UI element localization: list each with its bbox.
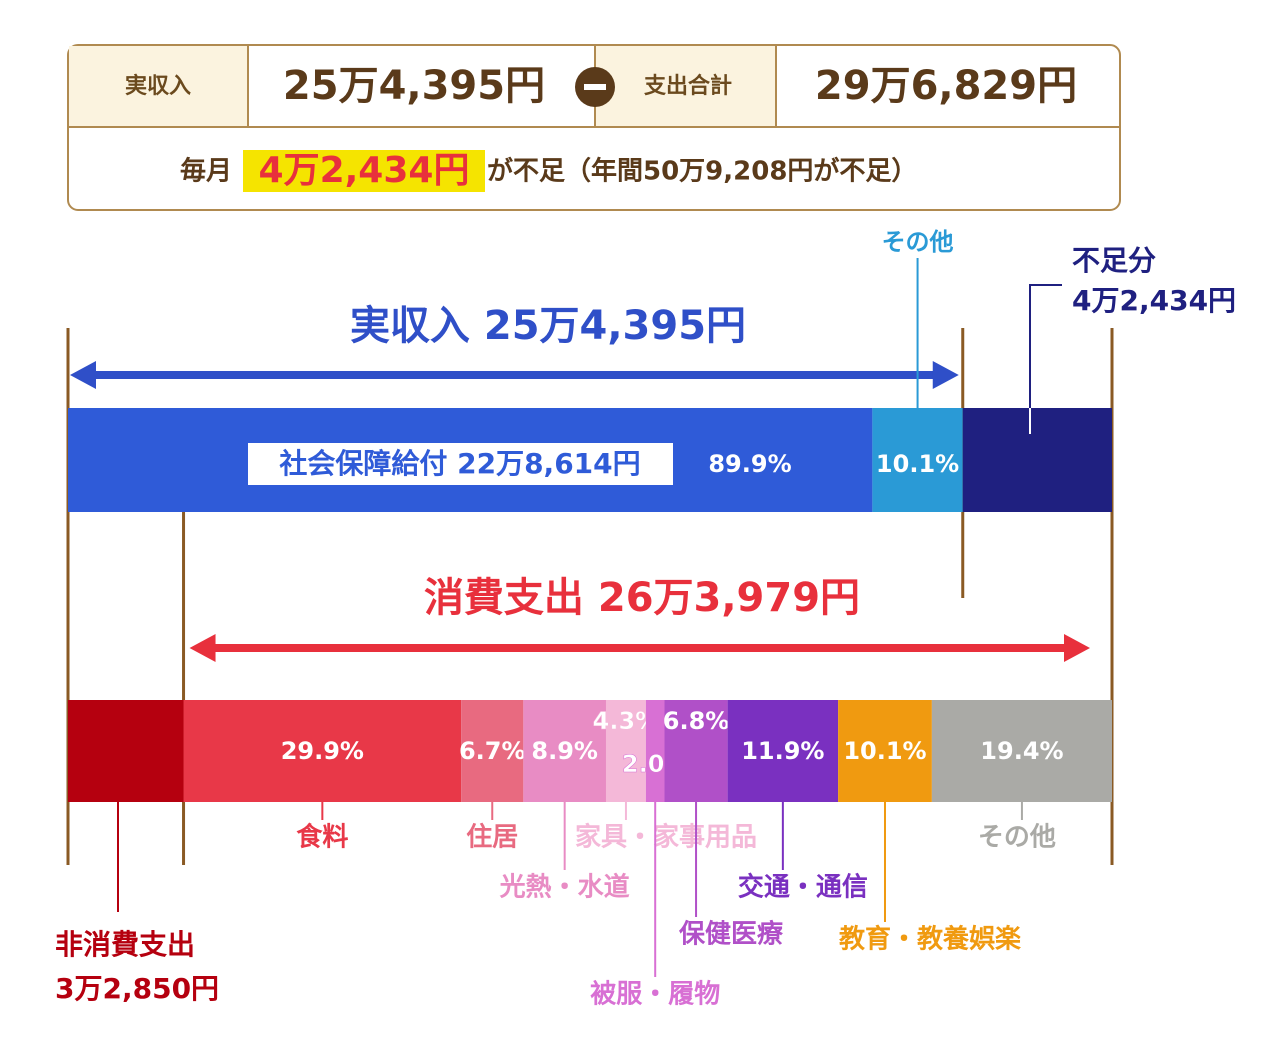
non-consumption-amount: 3万2,850円 [55,972,219,1005]
deficit-suffix: が不足（年間50万9,208円が不足） [487,156,917,187]
income-label: 実収入 [125,73,191,99]
arrow-head [1064,634,1090,662]
segment-label: 社会保障給付 22万8,614円 [279,447,640,480]
label-box [248,443,673,485]
income-title: 実収入 25万4,395円 [350,303,746,349]
category-label: 住居 [466,822,518,853]
expense-value: 29万6,829円 [815,63,1077,109]
deficit-prefix: 毎月 [180,157,232,187]
expense-segment [727,700,839,802]
expense-segment [461,700,524,802]
value-label: 6.7% [459,737,526,765]
leader-line [1029,284,1062,408]
expense-segment [523,700,606,802]
category-label: 家具・家事用品 [575,822,757,853]
value-label: 11.9% [741,737,824,765]
highlight [243,150,485,192]
value-label: 89.9% [708,450,791,478]
expense-segment [931,700,1112,802]
value-label: 19.4% [980,737,1063,765]
category-label: 食料 [296,822,348,853]
expense-segment [183,700,462,802]
category-label: 光熱・水道 [499,872,630,903]
arrow-head [189,634,216,662]
non-consumption-segment [68,700,184,802]
shortfall-amount: 4万2,434円 [1072,284,1236,317]
value-label: 10.1% [843,737,926,765]
category-label: 保健医療 [678,920,784,950]
expense-segment [605,700,646,802]
deficit-monthly: 4万2,434円 [259,150,470,191]
label-cell [69,46,248,127]
category-label: 被服・履物 [590,980,720,1010]
arrow-head [932,361,959,389]
value-label: 10.1% [876,450,959,478]
category-label: 交通・通信 [738,872,868,903]
arrow-head [70,361,96,389]
value-label: 29.9% [281,737,364,765]
category-label: その他 [978,823,1056,853]
expense-segment [645,700,665,802]
expense-title: 消費支出 26万3,979円 [424,575,860,621]
summary-box: 実収入 25万4,395円 支出合計 29万6,829円 毎月 4万2,434円… [67,44,1121,211]
value-label: 8.9% [531,737,598,765]
minus-sign [584,84,606,90]
income-value: 25万4,395円 [283,63,545,109]
shortfall-segment [962,408,1112,512]
non-consumption-label: 非消費支出 [55,928,195,961]
shortfall-label: 不足分 [1072,244,1156,277]
label-cell [595,46,776,127]
expense-segment [838,700,932,802]
category-label: 教育・教養娯楽 [839,924,1022,955]
segment-label: その他 [882,228,954,256]
expense-label: 支出合計 [644,73,732,99]
expense-segment [664,700,728,802]
value-label: 6.8% [663,707,730,735]
